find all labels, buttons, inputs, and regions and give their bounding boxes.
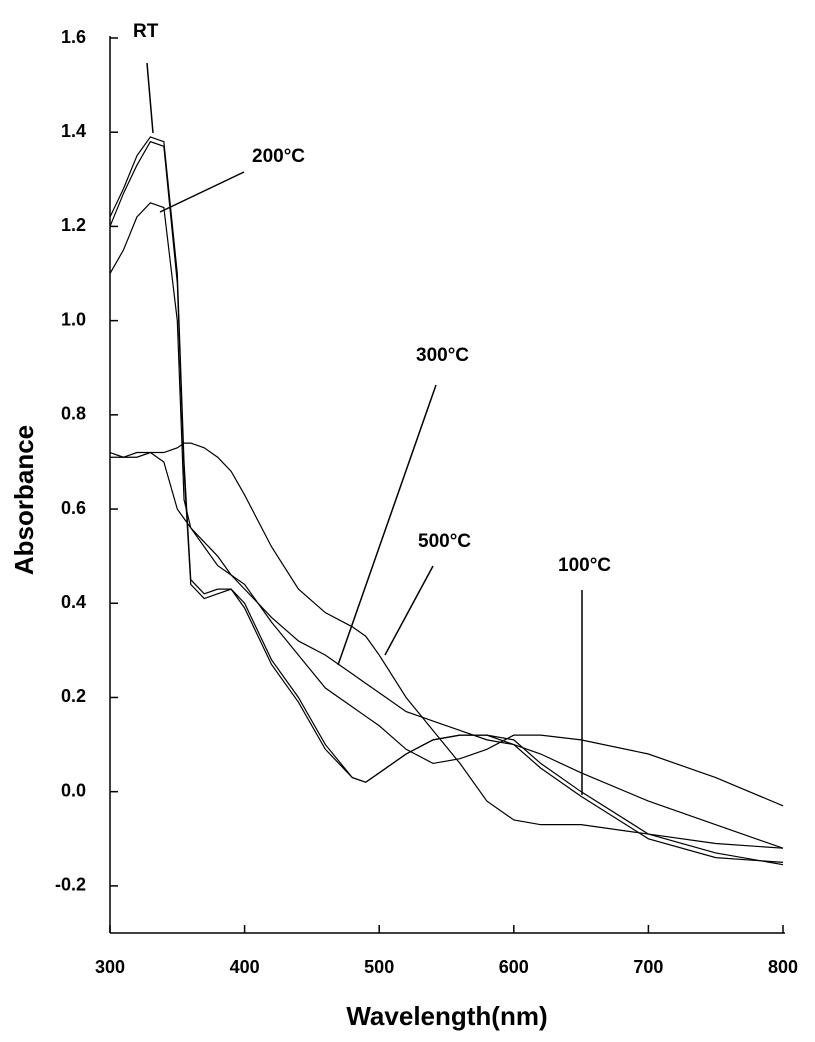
series-line [110,451,784,849]
x-tick-label: 700 [633,957,663,977]
annotation: 100°C [558,555,611,576]
y-tick-label: 0.8 [61,404,86,424]
annotation: 500°C [418,531,471,552]
annotation: 200°C [252,146,305,167]
leader-line [159,171,245,213]
y-tick-label: 0.4 [61,592,86,612]
series-line [109,202,784,807]
y-tick-label: 1.4 [61,121,86,141]
y-tick-label: 1.2 [61,215,86,235]
y-tick-label: 1.0 [61,309,86,329]
x-tick-label: 800 [768,957,798,977]
y-tick-label: 0.6 [61,498,86,518]
annotation: 300°C [416,345,469,366]
x-tick-label: 400 [230,957,260,977]
leader-line [384,565,434,656]
y-tick-label: 0.0 [61,780,86,800]
series-line [109,442,784,849]
series-line [109,136,784,863]
leader-line [146,62,154,134]
series-line [109,140,784,866]
x-tick-label: 600 [499,957,529,977]
leader-line [337,384,437,666]
x-tick-label: 500 [364,957,394,977]
y-axis-title: Absorbance [9,425,39,575]
y-tick-label: 0.2 [61,686,86,706]
x-axis-title: Wavelength(nm) [346,1001,547,1031]
annotations: RT 200°C 300°C 500°C 100°C [133,21,611,795]
annotation: RT [133,21,159,42]
y-tick-label: 1.6 [61,27,86,47]
y-tick-label: -0.2 [55,875,86,895]
x-tick-label: 300 [95,957,125,977]
